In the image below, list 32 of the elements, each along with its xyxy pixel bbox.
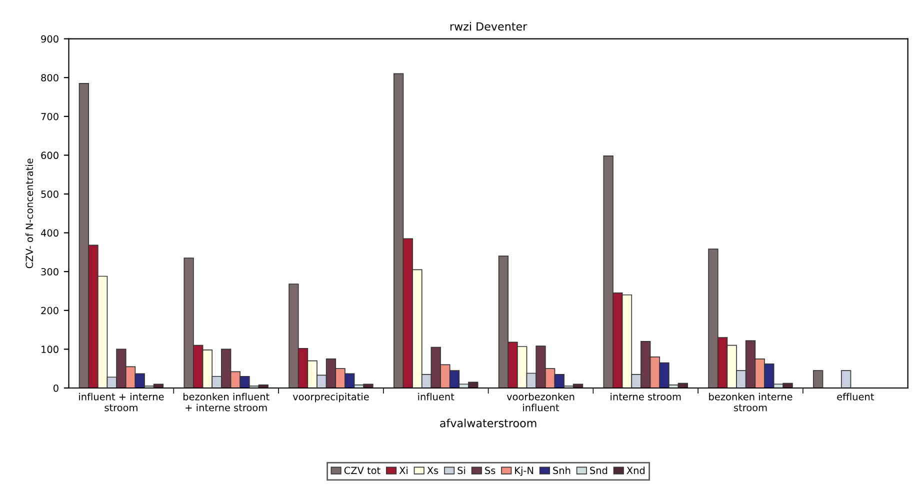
y-tick-label: 300 bbox=[41, 268, 58, 276]
bar bbox=[840, 370, 852, 388]
legend-label: Kj-N bbox=[515, 466, 534, 476]
x-tick-label: bezonken interne stroom bbox=[709, 392, 792, 412]
y-tick-label: 800 bbox=[41, 74, 58, 82]
y-tick-label: 500 bbox=[41, 190, 58, 198]
x-tick-label: voorprecipitatie bbox=[292, 392, 369, 402]
bar bbox=[813, 370, 824, 388]
y-tick-label: 0 bbox=[54, 384, 58, 392]
legend-label: CZV tot bbox=[344, 466, 380, 474]
legend-label: Snh bbox=[553, 466, 570, 474]
y-tick-label: 100 bbox=[42, 346, 58, 354]
legend-label: Xs bbox=[427, 466, 438, 474]
x-axis-title: afvalwaterstroom bbox=[440, 418, 536, 428]
y-tick-label: 200 bbox=[41, 306, 58, 314]
chart-title: rwzi Deventer bbox=[450, 22, 528, 31]
y-tick-label: 400 bbox=[40, 229, 58, 237]
y-axis-title: CZV- of N-concentratie bbox=[26, 158, 34, 268]
legend-label: Xnd bbox=[626, 466, 645, 474]
x-tick-label: influent + interne stroom bbox=[79, 392, 164, 412]
x-tick-label: influent bbox=[418, 392, 454, 400]
x-tick-label: interne stroom bbox=[610, 392, 681, 400]
x-tick-label: bezonken influent + interne stroom bbox=[183, 392, 270, 412]
legend-label: Snd bbox=[590, 466, 608, 474]
legend-label: Si bbox=[458, 466, 466, 474]
x-tick-label: effluent bbox=[837, 392, 874, 400]
y-tick-label: 600 bbox=[41, 152, 58, 160]
legend-label: Xi bbox=[399, 466, 408, 474]
x-tick-label: voorbezonken influent bbox=[506, 392, 574, 412]
y-tick-label: 700 bbox=[41, 112, 58, 120]
legend-label: Ss bbox=[485, 466, 496, 474]
y-tick-label: 900 bbox=[41, 35, 58, 43]
